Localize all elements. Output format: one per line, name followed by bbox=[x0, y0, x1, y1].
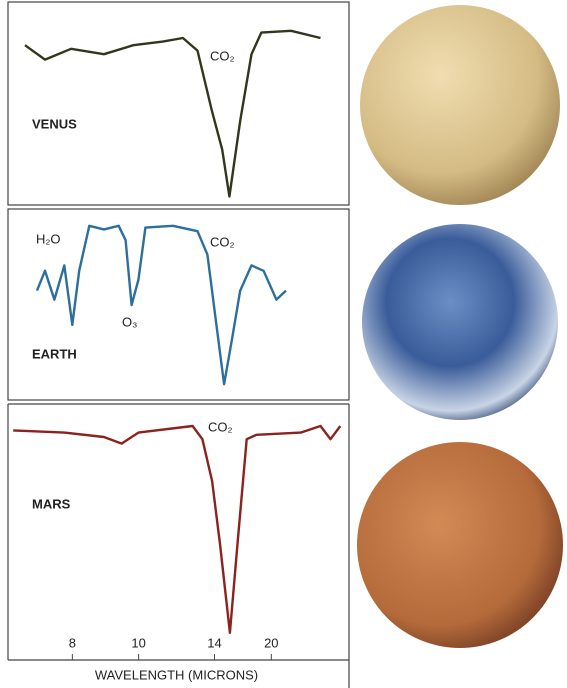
annotation: CO₂ bbox=[210, 234, 235, 249]
spectrum-line bbox=[24, 29, 321, 198]
x-tick-label: 20 bbox=[264, 635, 278, 650]
earth-image bbox=[362, 224, 558, 420]
annotation: CO₂ bbox=[210, 48, 235, 63]
x-tick-label: 8 bbox=[69, 635, 76, 650]
x-axis-label: WAVELENGTH (MICRONS) bbox=[95, 667, 258, 682]
annotation: H₂O bbox=[36, 231, 61, 246]
annotation: CO₂ bbox=[208, 419, 233, 434]
annotation: O₃ bbox=[122, 314, 137, 329]
panel-label: VENUS bbox=[32, 116, 77, 131]
panel-label: EARTH bbox=[32, 346, 77, 361]
venus-image bbox=[360, 5, 560, 205]
spectrum-line bbox=[13, 424, 342, 634]
x-tick-label: 14 bbox=[207, 635, 221, 650]
spectrum-line bbox=[35, 224, 287, 386]
frames bbox=[7, 1, 350, 688]
mars-image bbox=[357, 442, 563, 648]
x-tick-label: 10 bbox=[131, 635, 145, 650]
panel-label: MARS bbox=[32, 496, 71, 511]
